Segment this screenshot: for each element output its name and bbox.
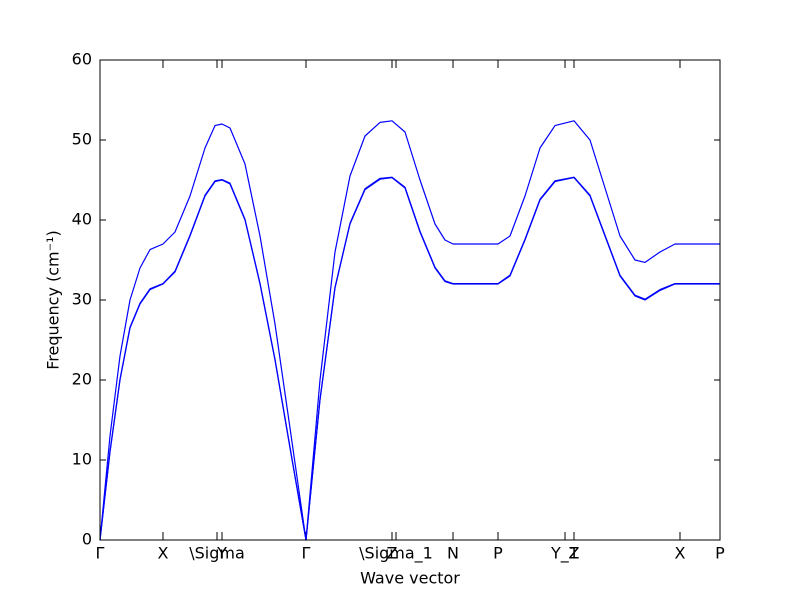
band-line [99,120,720,541]
x-tick-label: P [493,544,503,563]
y-axis-label: Frequency (cm⁻¹) [44,230,63,369]
x-tick-label: Z [569,544,580,563]
y-tick-label: 60 [72,50,92,69]
y-tick-label: 40 [72,210,92,229]
x-tick-label: \Sigma [189,544,245,563]
x-tick-label: N [447,544,459,563]
x-tick-label: Γ [96,544,105,563]
x-tick-label: Γ [302,544,311,563]
y-tick-label: 10 [72,450,92,469]
y-tick-label: 50 [72,130,92,149]
band-line [99,176,720,541]
y-tick-label: 0 [82,530,92,549]
plot-frame [99,59,721,541]
x-tick-label: \Sigma_1 [359,544,433,564]
x-tick-label: Y [216,544,227,563]
y-tick-label: 20 [72,370,92,389]
x-tick-label: Y_1 [550,544,579,564]
y-tick-label: 30 [72,290,92,309]
x-axis-label: Wave vector [360,569,460,588]
x-tick-label: X [675,544,686,563]
x-tick-label: X [158,544,169,563]
x-tick-label: Z [387,544,398,563]
x-tick-label: P [715,544,725,563]
